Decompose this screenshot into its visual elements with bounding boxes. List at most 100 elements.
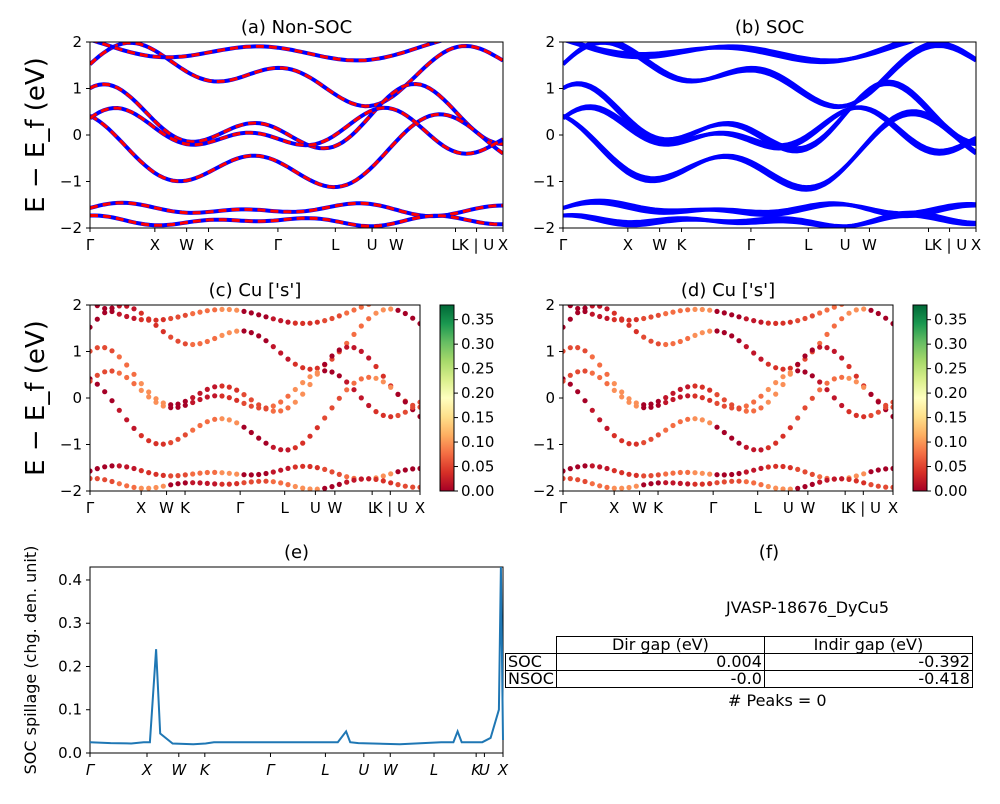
band-point xyxy=(380,373,386,379)
band-point xyxy=(234,328,240,334)
band-point xyxy=(692,416,698,422)
x-tick-label: X xyxy=(623,236,633,254)
band-point xyxy=(351,387,357,393)
band-point xyxy=(589,463,595,469)
band-point xyxy=(780,320,786,326)
band-point xyxy=(663,427,669,433)
colorbar-tick-label: 0.30 xyxy=(461,335,494,353)
band-point xyxy=(146,485,152,491)
band-line-dashed xyxy=(90,42,503,108)
x-tick-label: K xyxy=(653,499,664,517)
band-point xyxy=(824,477,830,483)
band-point xyxy=(388,306,394,312)
table-row: SOC 0.004 -0.392 xyxy=(505,653,973,671)
band-point xyxy=(861,306,867,312)
band-point xyxy=(633,403,639,409)
table-row: NSOC -0.0 -0.418 xyxy=(505,670,973,688)
x-tick-label: Γ xyxy=(559,499,568,517)
x-tick-label: Γ xyxy=(747,236,756,254)
band-point xyxy=(604,425,610,431)
band-point xyxy=(153,317,159,323)
band-point xyxy=(817,479,823,485)
band-point xyxy=(226,384,232,390)
band-line-split xyxy=(563,104,976,153)
band-point xyxy=(589,370,595,376)
band-point xyxy=(168,334,174,340)
band-point xyxy=(417,413,420,420)
band-point xyxy=(248,397,254,403)
band-point xyxy=(714,308,720,314)
x-tick-label: X xyxy=(609,499,619,517)
band-point xyxy=(582,348,588,354)
band-point xyxy=(263,338,269,344)
band-point xyxy=(604,465,610,472)
band-point xyxy=(604,315,610,321)
band-point xyxy=(270,408,276,414)
band-point xyxy=(743,408,749,414)
band-point xyxy=(589,407,595,413)
band-point xyxy=(131,465,137,472)
band-scatter-d xyxy=(563,305,893,491)
band-point xyxy=(160,317,166,323)
band-point xyxy=(241,480,247,486)
band-point xyxy=(721,397,727,403)
band-point xyxy=(322,485,328,491)
band-line-split xyxy=(563,109,976,192)
band-point xyxy=(116,305,122,309)
band-point xyxy=(410,315,416,321)
band-point xyxy=(685,481,691,487)
band-point xyxy=(256,312,262,318)
header-indir-gap: Indir gap (eV) xyxy=(763,636,973,654)
band-point xyxy=(890,484,893,490)
band-point xyxy=(648,481,654,487)
band-point xyxy=(563,348,566,354)
band-point xyxy=(875,310,881,317)
x-tick-label: W xyxy=(171,761,187,779)
band-point xyxy=(663,480,669,486)
band-point xyxy=(204,419,210,425)
y-tick-label: 0.3 xyxy=(58,614,82,632)
band-point xyxy=(714,328,720,334)
band-point xyxy=(692,481,698,487)
band-point xyxy=(853,379,859,385)
band-point xyxy=(721,429,727,436)
band-point xyxy=(131,306,137,312)
x-tick-label: X xyxy=(497,761,509,779)
band-point xyxy=(190,471,196,477)
band-point xyxy=(402,399,408,405)
band-point xyxy=(168,482,174,488)
y-tick-label: −1 xyxy=(533,173,555,191)
band-point xyxy=(109,348,115,354)
band-point xyxy=(116,311,122,317)
band-point xyxy=(641,405,647,411)
y-tick-label: 0.4 xyxy=(58,571,82,589)
x-tick-label: L xyxy=(451,236,460,254)
band-point xyxy=(336,471,342,477)
band-point xyxy=(219,383,225,389)
panel-title: (b) SOC xyxy=(735,17,804,38)
band-point xyxy=(677,394,683,400)
band-point xyxy=(729,312,735,318)
band-point xyxy=(765,445,771,451)
colorbar-tick-label: 0.05 xyxy=(934,458,967,476)
band-point xyxy=(226,470,232,476)
y-tick-label: −2 xyxy=(60,219,82,237)
band-point xyxy=(758,319,764,325)
band-point xyxy=(809,471,815,477)
band-point xyxy=(563,378,566,384)
band-point xyxy=(582,478,588,485)
panel-title: (a) Non-SOC xyxy=(241,17,352,38)
band-point xyxy=(270,469,276,475)
band-point xyxy=(619,389,625,395)
band-point xyxy=(567,476,573,482)
band-point xyxy=(758,405,764,411)
band-point xyxy=(641,473,647,479)
band-point xyxy=(219,306,225,312)
x-tick-label: K xyxy=(471,761,482,779)
y-tick-label: −1 xyxy=(60,436,82,454)
panel-title: (c) Cu ['s'] xyxy=(209,280,302,301)
x-tick-label: Γ xyxy=(86,499,95,517)
band-point xyxy=(692,332,698,338)
band-point xyxy=(853,307,859,313)
table-corner xyxy=(506,637,557,654)
